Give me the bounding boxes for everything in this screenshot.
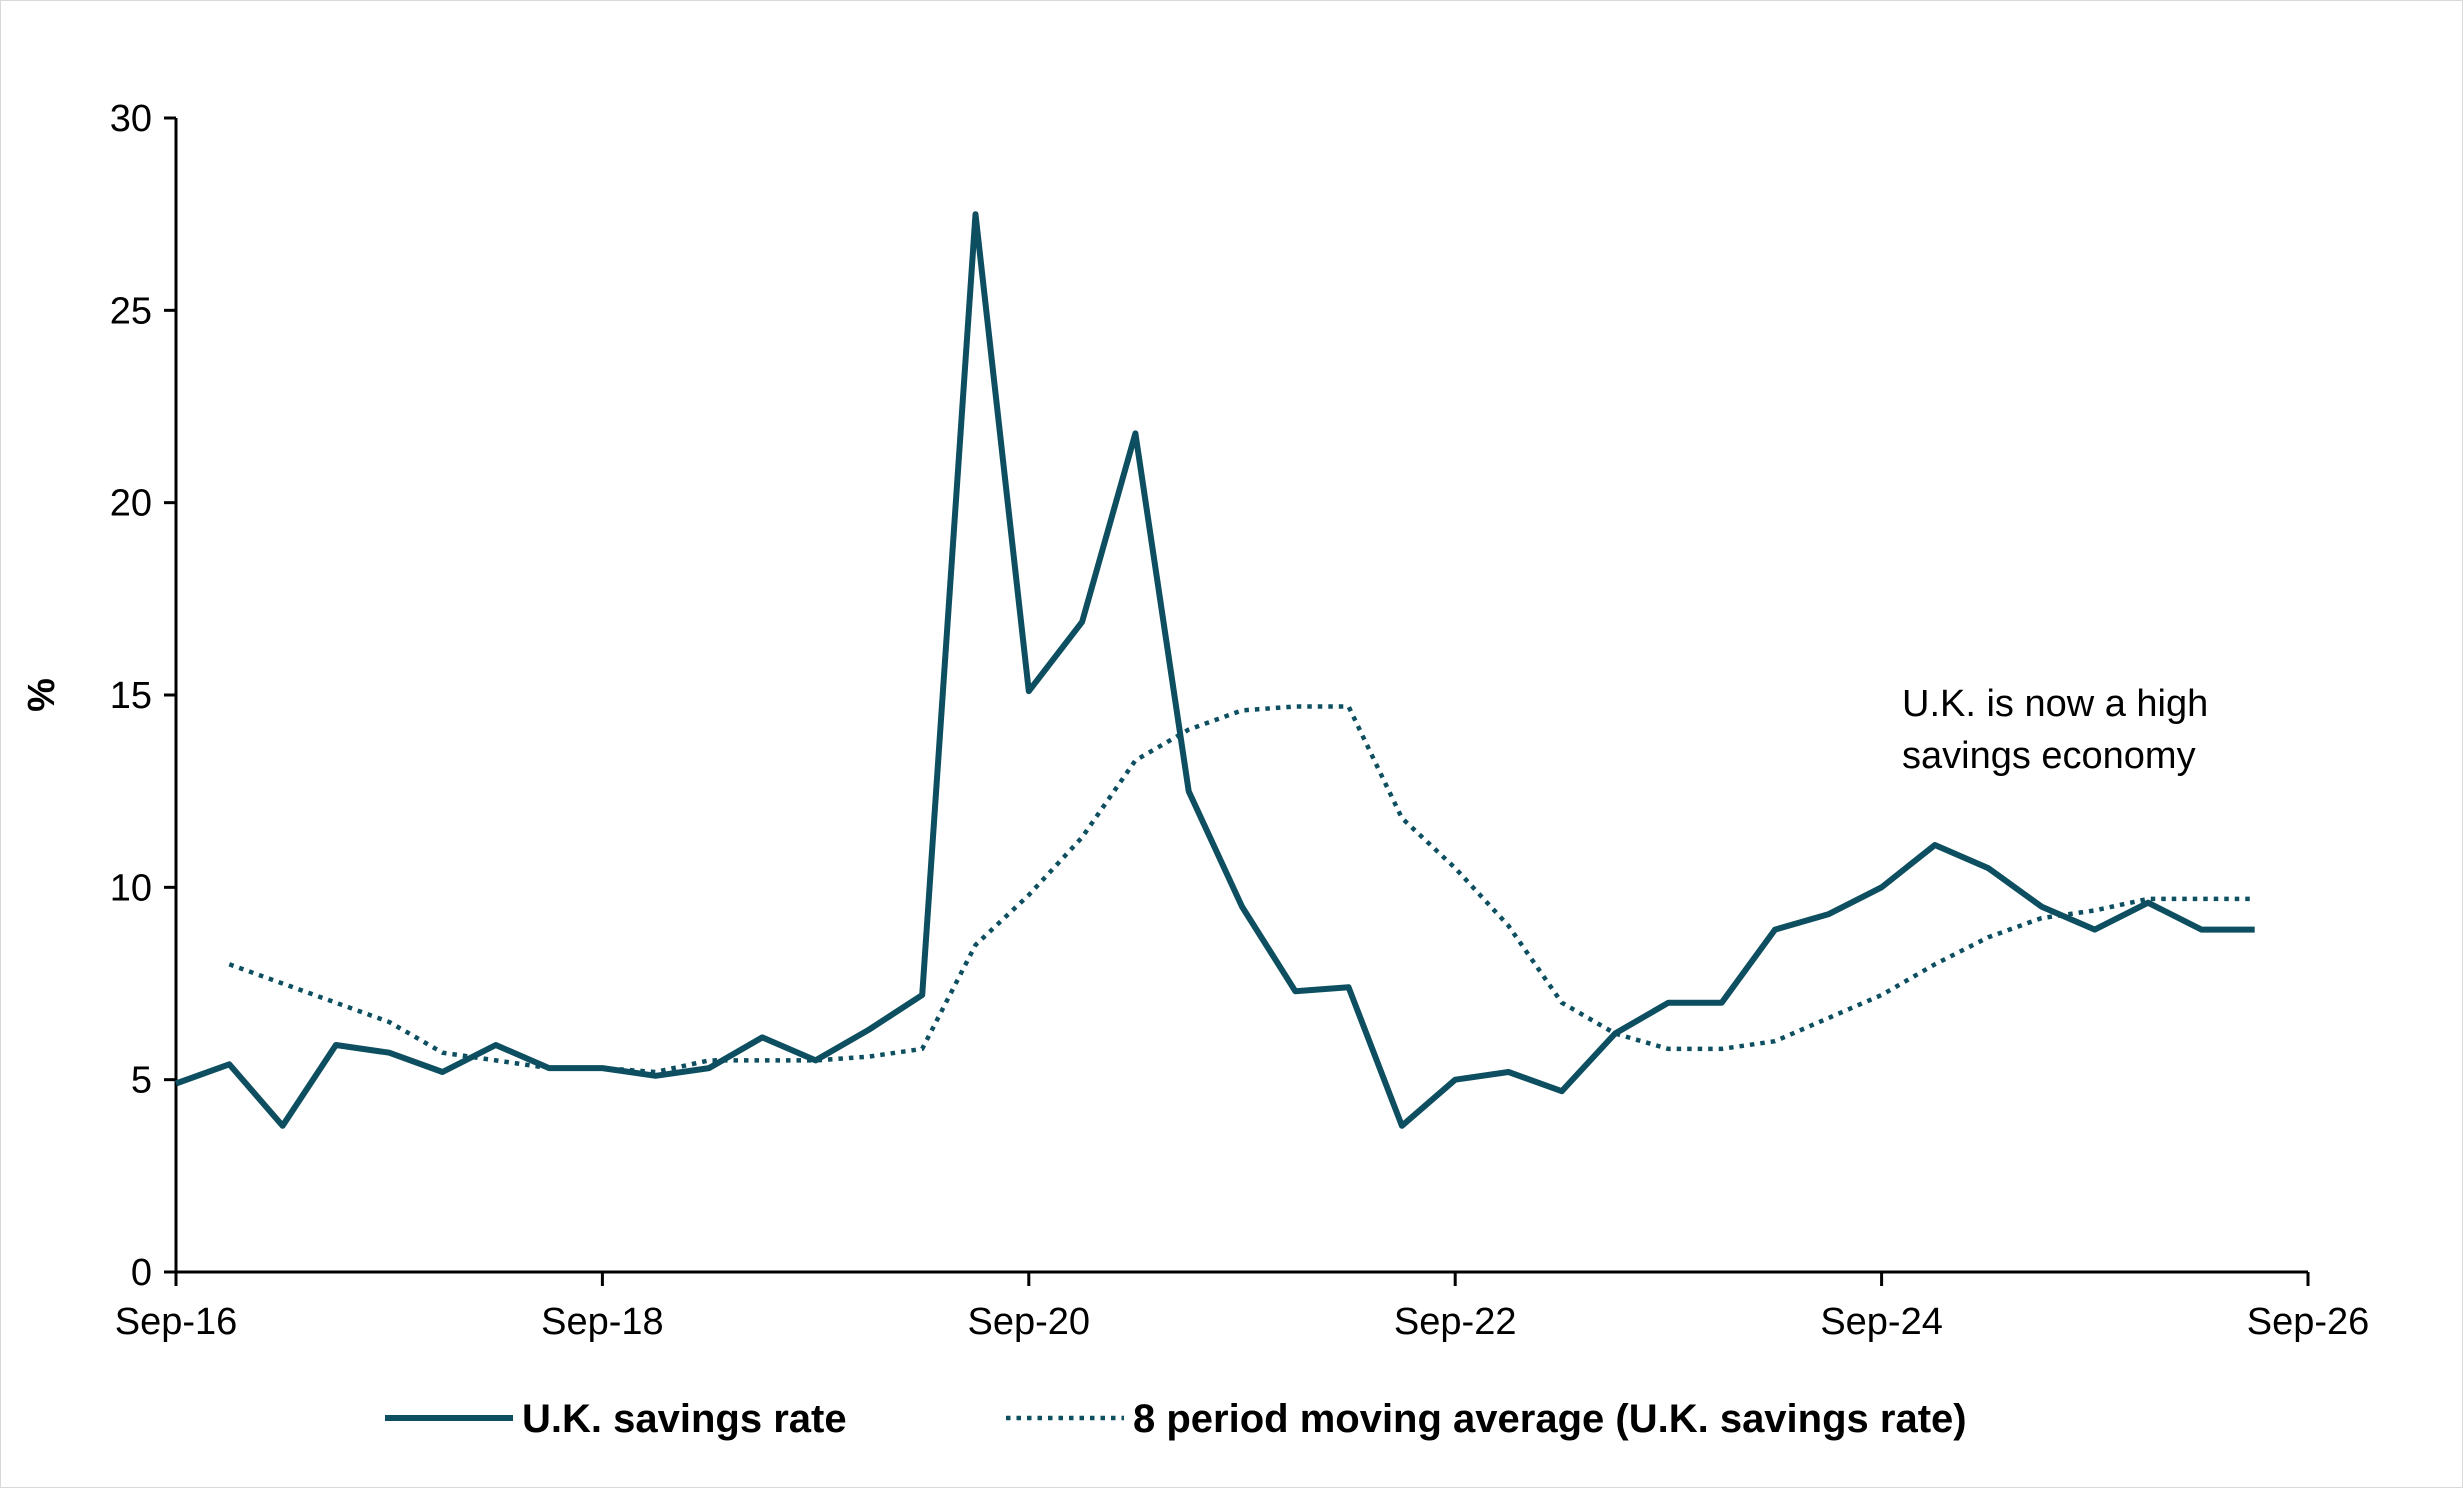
legend: U.K. savings rate 8 period moving average… bbox=[385, 1397, 1967, 1441]
legend-label: U.K. savings rate bbox=[522, 1397, 847, 1441]
y-tick-label: 10 bbox=[110, 867, 152, 909]
x-tick-label: Sep-16 bbox=[115, 1301, 238, 1343]
chart-annotation: U.K. is now a high savings economy bbox=[1902, 683, 2208, 777]
series-layer bbox=[174, 211, 2255, 1129]
y-tick-label: 20 bbox=[110, 483, 152, 525]
y-tick-label: 15 bbox=[110, 675, 152, 717]
x-tick-label: Sep-22 bbox=[1394, 1301, 1517, 1343]
x-tick-label: Sep-18 bbox=[541, 1301, 664, 1343]
y-tick-label: 0 bbox=[131, 1252, 152, 1294]
y-tick-label: 5 bbox=[131, 1060, 152, 1102]
y-axis: 0 5 10 15 20 25 30 bbox=[110, 98, 178, 1294]
annotation-line: U.K. is now a high bbox=[1902, 683, 2208, 725]
series-line-moving-average bbox=[228, 704, 2255, 1075]
y-tick-label: 25 bbox=[110, 290, 152, 332]
y-tick-label: 30 bbox=[110, 98, 152, 140]
series-line-savings-rate bbox=[174, 211, 2255, 1129]
annotation-line: savings economy bbox=[1902, 735, 2196, 777]
x-tick-label: Sep-24 bbox=[1820, 1301, 1943, 1343]
x-axis: Sep-16 Sep-18 Sep-20 Sep-22 Sep-24 Sep-26 bbox=[115, 1270, 2370, 1343]
x-tick-label: Sep-20 bbox=[968, 1301, 1091, 1343]
x-tick-label: Sep-26 bbox=[2247, 1301, 2370, 1343]
y-axis-title: % bbox=[21, 678, 63, 712]
legend-label: 8 period moving average (U.K. savings ra… bbox=[1133, 1397, 1967, 1441]
